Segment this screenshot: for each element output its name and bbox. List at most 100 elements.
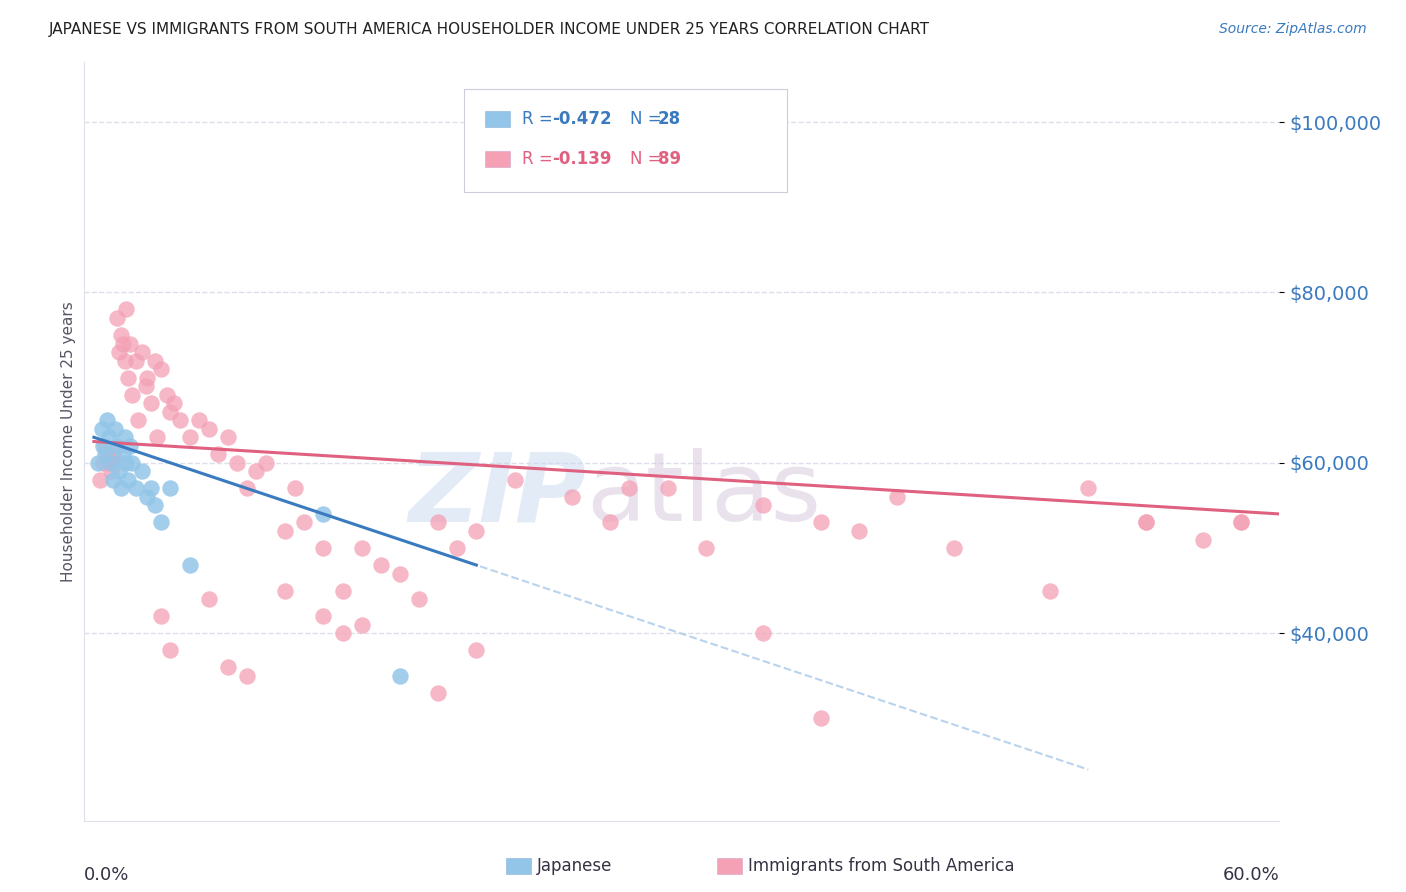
Text: R =: R =	[522, 150, 558, 168]
Point	[752, 626, 775, 640]
Point	[117, 473, 139, 487]
Point	[236, 669, 259, 683]
Point	[886, 490, 908, 504]
Point	[197, 592, 219, 607]
Point	[245, 464, 267, 478]
Point	[695, 541, 717, 555]
Point	[96, 413, 118, 427]
Text: Source: ZipAtlas.com: Source: ZipAtlas.com	[1219, 22, 1367, 37]
Text: R =: R =	[522, 110, 558, 128]
Point	[1077, 482, 1099, 496]
Point	[810, 516, 832, 530]
Point	[408, 592, 430, 607]
Text: atlas: atlas	[586, 448, 821, 541]
Text: ZIP: ZIP	[408, 448, 586, 541]
Point	[503, 473, 526, 487]
Point	[274, 524, 297, 538]
Point	[125, 482, 148, 496]
Point	[120, 439, 142, 453]
Point	[110, 482, 132, 496]
Point	[146, 430, 169, 444]
Point	[96, 447, 118, 461]
Point	[332, 626, 354, 640]
Point	[104, 456, 127, 470]
Point	[98, 456, 121, 470]
Point	[217, 660, 239, 674]
Point	[1039, 583, 1062, 598]
Point	[107, 464, 129, 478]
Point	[159, 482, 181, 496]
Point	[149, 516, 172, 530]
Point	[110, 328, 132, 343]
Point	[136, 370, 159, 384]
Point	[312, 541, 335, 555]
Point	[446, 541, 468, 555]
Point	[136, 490, 159, 504]
Point	[159, 405, 181, 419]
Point	[141, 396, 163, 410]
Point	[312, 507, 335, 521]
Point	[107, 345, 129, 359]
Point	[143, 499, 166, 513]
Point	[350, 541, 373, 555]
Point	[114, 353, 136, 368]
Point	[89, 473, 111, 487]
Point	[125, 353, 148, 368]
Point	[388, 566, 411, 581]
Point	[943, 541, 966, 555]
Point	[121, 387, 143, 401]
Text: 28: 28	[658, 110, 681, 128]
Point	[188, 413, 211, 427]
Point	[135, 379, 157, 393]
Point	[561, 490, 583, 504]
Point	[149, 609, 172, 624]
Point	[115, 302, 138, 317]
Point	[131, 345, 153, 359]
Point	[236, 482, 259, 496]
Point	[127, 413, 149, 427]
Point	[100, 464, 122, 478]
Point	[155, 387, 177, 401]
Point	[599, 516, 621, 530]
Point	[427, 686, 450, 700]
Point	[117, 370, 139, 384]
Point	[98, 430, 121, 444]
Point	[115, 456, 138, 470]
Point	[848, 524, 870, 538]
Point	[101, 447, 124, 461]
Point	[179, 430, 201, 444]
Point	[121, 456, 143, 470]
Point	[90, 422, 112, 436]
Point	[159, 643, 181, 657]
Point	[179, 558, 201, 572]
Text: 0.0%: 0.0%	[84, 866, 129, 884]
Point	[1192, 533, 1215, 547]
Point	[141, 482, 163, 496]
Y-axis label: Householder Income Under 25 years: Householder Income Under 25 years	[60, 301, 76, 582]
Point	[1230, 516, 1253, 530]
Point	[465, 524, 488, 538]
Point	[1135, 516, 1157, 530]
Point	[207, 447, 229, 461]
Point	[169, 413, 191, 427]
Text: 60.0%: 60.0%	[1223, 866, 1279, 884]
Point	[87, 456, 110, 470]
Text: N =: N =	[630, 150, 666, 168]
Text: N =: N =	[630, 110, 666, 128]
Point	[465, 643, 488, 657]
Point	[104, 422, 127, 436]
Point	[149, 362, 172, 376]
Point	[131, 464, 153, 478]
Point	[100, 456, 122, 470]
Point	[427, 516, 450, 530]
Point	[1230, 516, 1253, 530]
Point	[619, 482, 641, 496]
Point	[350, 617, 373, 632]
Point	[93, 439, 115, 453]
Text: Japanese: Japanese	[537, 857, 613, 875]
Point	[332, 583, 354, 598]
Point	[114, 430, 136, 444]
Point	[111, 447, 134, 461]
Point	[111, 336, 134, 351]
Point	[388, 669, 411, 683]
